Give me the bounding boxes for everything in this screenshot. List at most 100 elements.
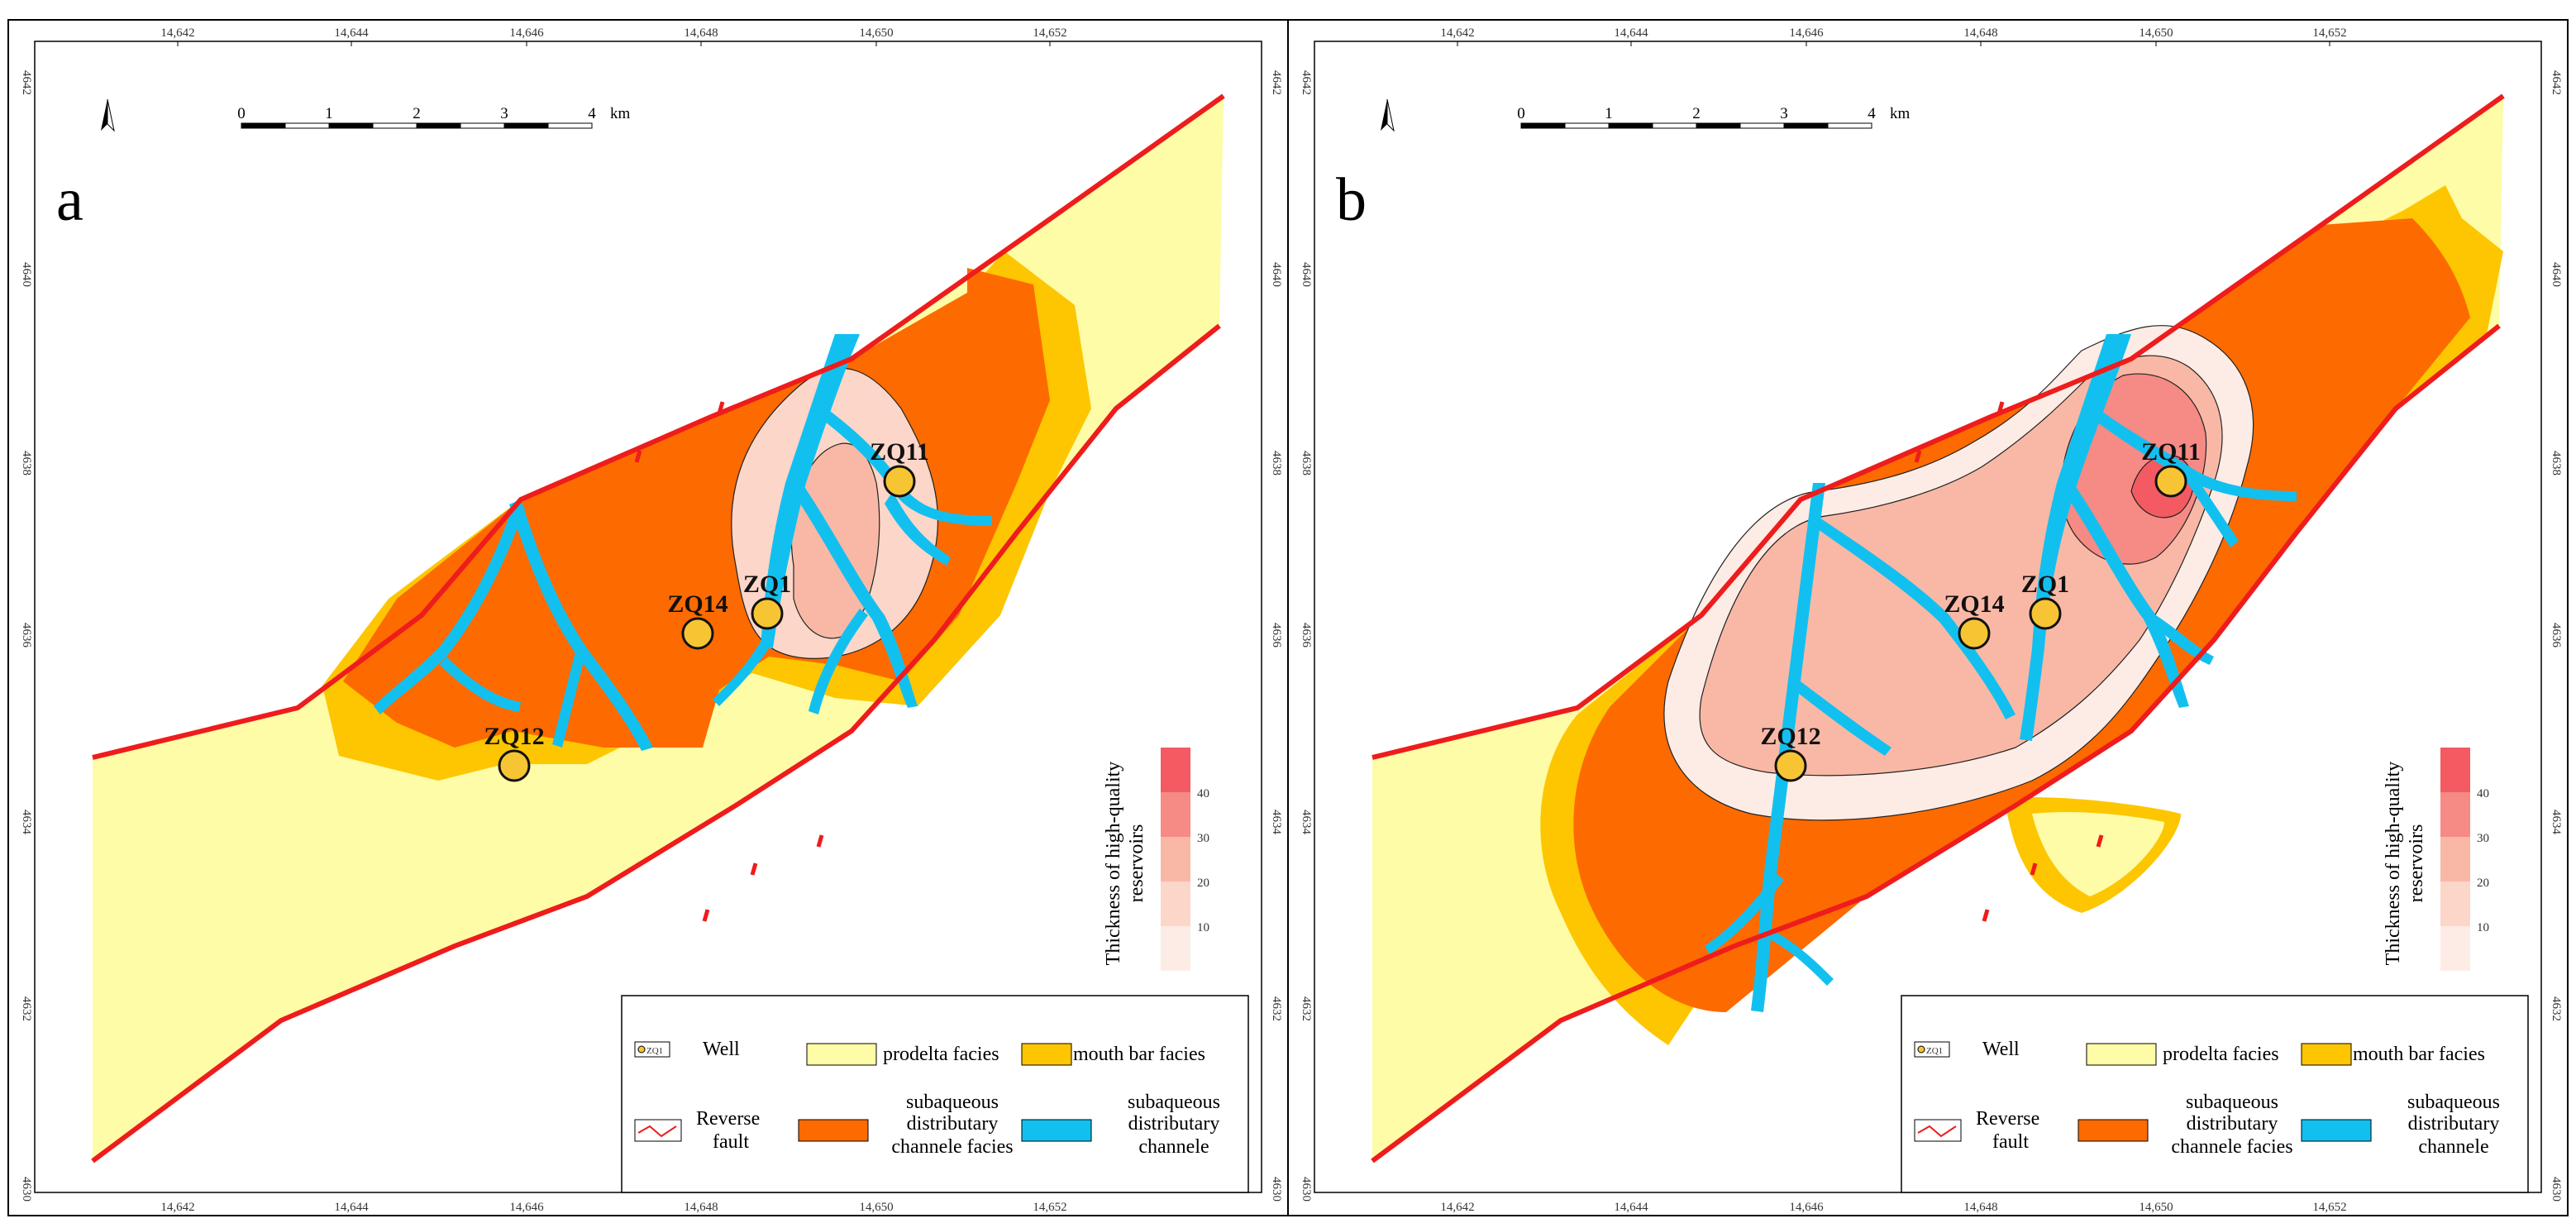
colorbar-swatch xyxy=(2440,882,2470,926)
subaqueous-channel-branch xyxy=(885,491,951,566)
legend-fault: Reverse xyxy=(1976,1108,2039,1130)
x-tick-label-bottom: 14,646 xyxy=(1789,1201,1824,1214)
fault-tick xyxy=(816,834,824,848)
scale-bar-segment xyxy=(416,122,461,129)
colorbar-tick: 30 xyxy=(1197,832,1209,845)
colorbar-swatch xyxy=(2440,748,2470,792)
y-tick-label-right: 4640 xyxy=(2550,262,2563,287)
fault-tick xyxy=(634,450,642,463)
x-tick-label-bottom: 14,648 xyxy=(684,1201,718,1214)
reverse-fault-north xyxy=(1371,93,2505,760)
x-tick-label-bottom: 14,650 xyxy=(859,1201,893,1214)
scale-bar: 0 1 2 3 4 km xyxy=(1517,105,1911,129)
subaqueous-channel-branch xyxy=(2020,334,2131,741)
north-arrow-icon xyxy=(1381,98,1395,132)
colorbar-swatch xyxy=(1161,882,1190,926)
subaqueous-channel-branch xyxy=(2063,483,2189,708)
colorbar-swatch xyxy=(1161,837,1190,882)
map-panel-a: 14,642 14,642 14,644 14,644 14,646 14,646 14,6… xyxy=(7,19,1289,1216)
fault-icon xyxy=(1917,1125,1957,1138)
fault-tick xyxy=(702,909,710,922)
fault-tick xyxy=(750,862,758,876)
scale-label: 1 xyxy=(325,105,333,122)
panels-root: 14,642 14,642 14,644 14,644 14,646 14,646 14,6… xyxy=(7,19,2569,1216)
well-marker xyxy=(681,617,714,650)
y-tick-label-left: 4638 xyxy=(20,451,33,475)
legend-subaq-facies: distributary xyxy=(907,1113,999,1135)
well-label: ZQ11 xyxy=(2141,438,2201,466)
x-tick-label-bottom: 14,646 xyxy=(509,1201,544,1214)
subaqueous-channel-branch xyxy=(374,503,525,714)
y-tick-label-right: 4634 xyxy=(1270,810,1283,835)
x-tick-label-top: 14,644 xyxy=(334,26,369,40)
legend: ZQ1 Well prodelta facies mouth bar facies Re… xyxy=(1901,995,2529,1193)
well-label: ZQ14 xyxy=(667,590,727,618)
x-tick-label-top: 14,644 xyxy=(1614,26,1648,40)
fault-icon xyxy=(637,1125,677,1138)
colorbar-swatch xyxy=(1161,926,1190,971)
colorbar-swatch xyxy=(1161,792,1190,837)
scale-bar-segment xyxy=(1564,122,1610,129)
y-tick-label-left: 4632 xyxy=(20,996,33,1021)
scale-label: 4 xyxy=(588,105,596,122)
colorbar-title: reservoirs xyxy=(2406,824,2427,903)
y-tick-label-left: 4630 xyxy=(20,1177,33,1202)
y-tick-label-right: 4632 xyxy=(1270,996,1283,1021)
well-label: ZQ1 xyxy=(2021,571,2069,598)
scale-unit: km xyxy=(610,105,631,122)
legend-channel: subaqueous xyxy=(2407,1092,2500,1113)
y-tick-label-left: 4634 xyxy=(1300,810,1313,835)
scale-label: 4 xyxy=(1868,105,1876,122)
y-tick-label-right: 4630 xyxy=(1270,1177,1283,1202)
y-tick-label-left: 4640 xyxy=(20,262,33,287)
legend-well-swatch xyxy=(1914,1041,1950,1058)
colorbar-title: Thickness of high-quality xyxy=(2383,762,2404,966)
scale-label: 3 xyxy=(1780,105,1788,122)
scale-bar-segment xyxy=(547,122,593,129)
legend-prodelta: prodelta facies xyxy=(2163,1044,2279,1065)
subaqueous-channel-branch xyxy=(552,645,587,748)
scale-label: 0 xyxy=(237,105,246,122)
y-tick-label-left: 4630 xyxy=(1300,1177,1313,1202)
y-tick-label-left: 4638 xyxy=(1300,451,1313,475)
reverse-fault-south xyxy=(1371,323,2501,1163)
well-marker xyxy=(883,465,916,498)
legend-mouth: mouth bar facies xyxy=(1073,1044,1205,1065)
x-tick-label-top: 14,642 xyxy=(160,26,194,40)
scale-bar-segment xyxy=(1520,122,1566,129)
well-label: ZQ11 xyxy=(870,438,929,466)
scale-bar-segment xyxy=(328,122,374,129)
x-tick-label-top: 14,648 xyxy=(1963,26,1997,40)
colorbar-title: Thickness of high-quality xyxy=(1103,762,1124,966)
legend-well-symbol: ZQ1 xyxy=(1926,1046,1943,1056)
scale-unit: km xyxy=(1890,105,1911,122)
x-tick-label-top: 14,642 xyxy=(1440,26,1474,40)
y-tick-label-right: 4634 xyxy=(2550,810,2563,835)
colorbar-tick: 40 xyxy=(1197,787,1209,800)
north-arrow-icon xyxy=(101,98,115,132)
panel-letter: a xyxy=(56,166,83,234)
legend-prodelta-swatch xyxy=(806,1043,877,1066)
well-marker xyxy=(2154,465,2187,498)
fault-tick xyxy=(2030,862,2038,876)
fault-tick xyxy=(717,401,725,414)
scale-label: 2 xyxy=(1692,105,1701,122)
scale-bar: 0 1 2 3 4 km xyxy=(237,105,631,129)
legend-well: Well xyxy=(1982,1039,2020,1060)
x-tick-label-top: 14,648 xyxy=(684,26,718,40)
legend-channel: distributary xyxy=(2408,1113,2500,1135)
x-tick-label-bottom: 14,652 xyxy=(1033,1201,1066,1214)
subaqueous-channel-branch xyxy=(1751,483,1825,1012)
scale-label: 1 xyxy=(1605,105,1613,122)
legend-subaq-facies: distributary xyxy=(2187,1113,2278,1135)
y-tick-label-left: 4634 xyxy=(20,810,33,835)
well-icon xyxy=(637,1045,646,1054)
x-tick-label-top: 14,652 xyxy=(1033,26,1066,40)
y-tick-label-right: 4642 xyxy=(2550,70,2563,95)
y-tick-label-right: 4642 xyxy=(1270,70,1283,95)
legend-channel: channele xyxy=(1138,1136,1209,1158)
subaqueous-channel-branch xyxy=(2149,615,2214,665)
legend: ZQ1 Well prodelta facies mouth bar facies Re… xyxy=(621,995,1249,1193)
y-tick-label-right: 4636 xyxy=(2550,623,2563,648)
thickness-colorbar: 40 30 20 10 Thickness of high-quality reservo… xyxy=(1103,748,1209,971)
